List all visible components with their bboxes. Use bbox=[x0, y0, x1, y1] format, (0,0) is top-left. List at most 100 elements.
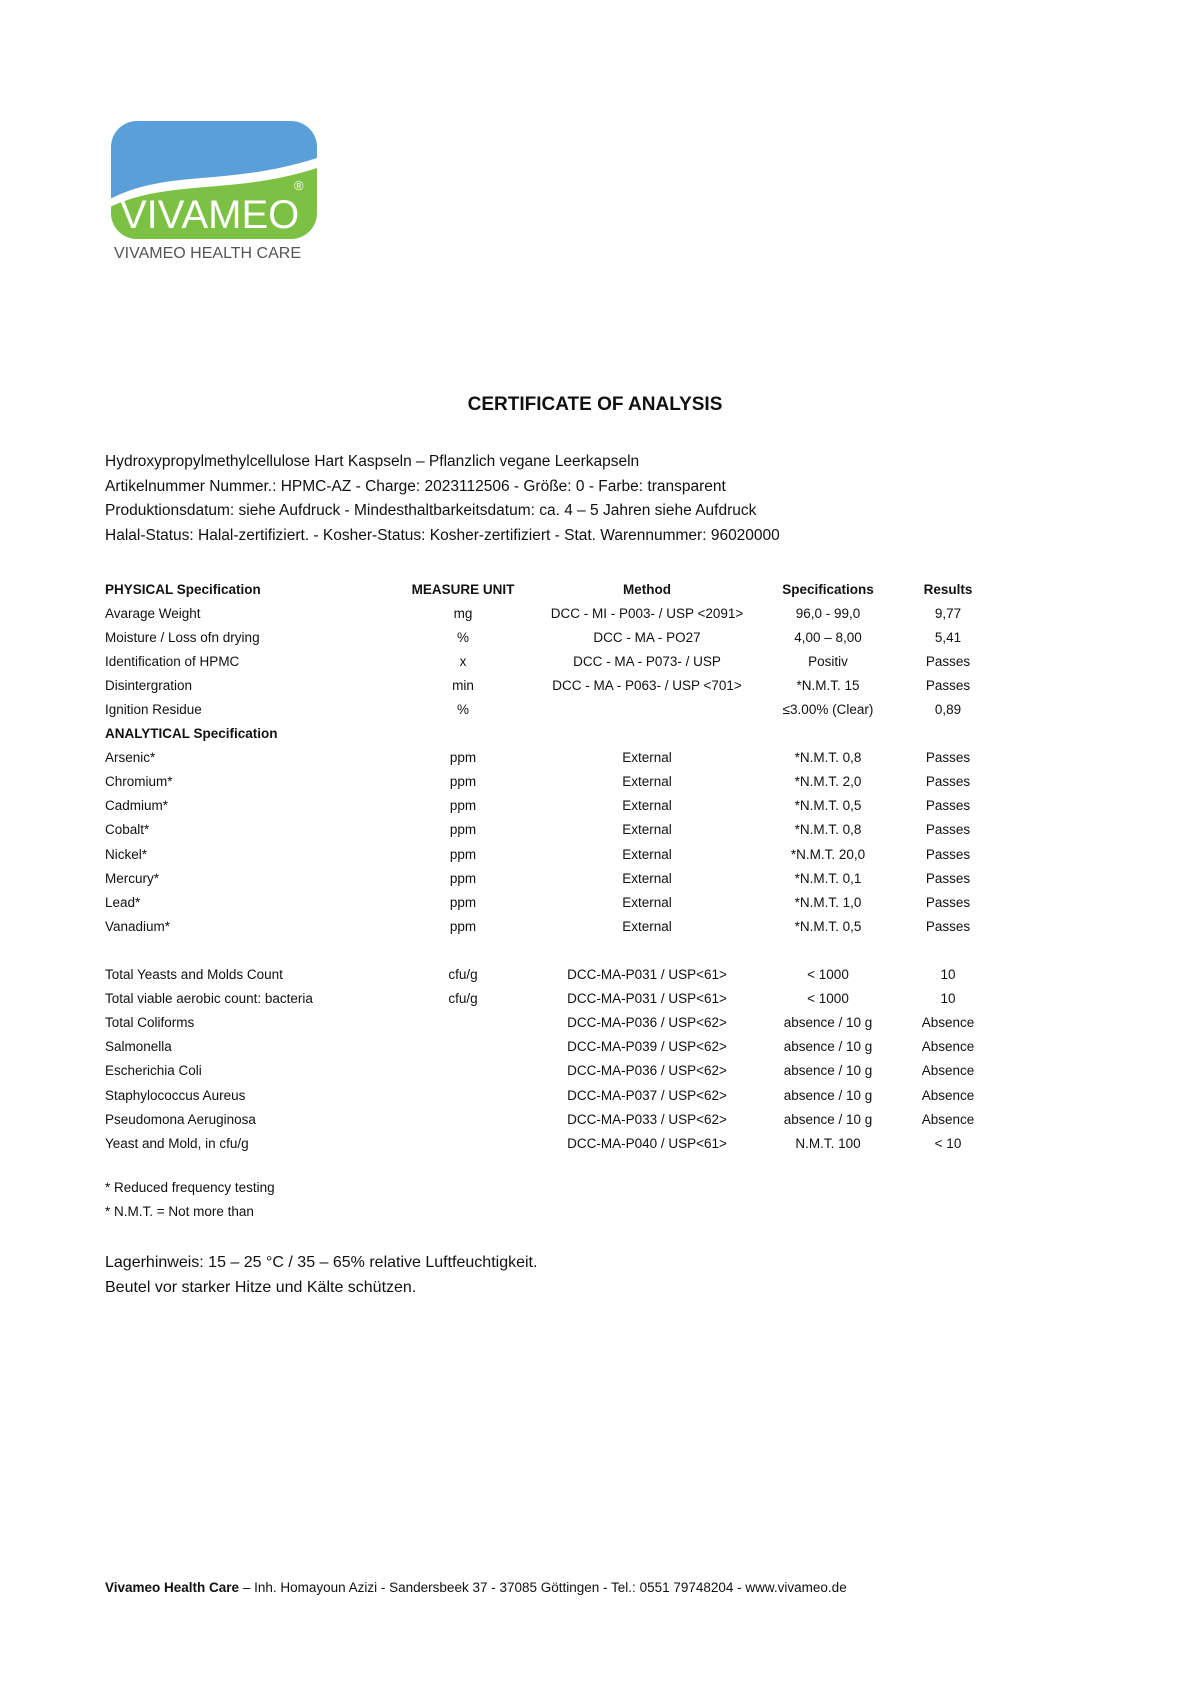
table-cell: Chromium* bbox=[105, 774, 173, 790]
svg-text:VIVAMEO: VIVAMEO bbox=[120, 193, 299, 237]
table-row: Lead* ppm External *N.M.T. 1,0 Passes bbox=[105, 890, 998, 914]
table-cell: Passes bbox=[925, 653, 971, 669]
table-cell: DCC - MI - P003- / USP <2091> bbox=[550, 605, 744, 621]
table-cell: 96,0 - 99,0 bbox=[795, 605, 861, 621]
table-cell: Salmonella bbox=[105, 1039, 172, 1055]
table-cell: Absence bbox=[921, 1063, 975, 1079]
table-cell: DCC - MA - P073- / USP bbox=[573, 653, 721, 669]
table-cell: ppm bbox=[449, 750, 477, 766]
table-cell bbox=[390, 1107, 536, 1131]
header-cell: MEASURE UNIT bbox=[411, 581, 515, 597]
table-cell: cfu/g bbox=[448, 991, 478, 1007]
footer-details: – Inh. Homayoun Azizi - Sandersbeek 37 -… bbox=[239, 1580, 847, 1595]
table-cell: Passes bbox=[925, 918, 971, 934]
table-cell: Passes bbox=[925, 798, 971, 814]
table-cell: ppm bbox=[449, 798, 477, 814]
table-cell: DCC - MA - P063- / USP <701> bbox=[552, 677, 742, 693]
table-cell bbox=[390, 1131, 536, 1155]
table-row: Avarage Weight mg DCC - MI - P003- / USP <… bbox=[105, 601, 998, 625]
table-cell: absence / 10 g bbox=[783, 1015, 873, 1031]
table-cell: External bbox=[622, 798, 672, 814]
table-cell: *N.M.T. 0,8 bbox=[794, 822, 862, 838]
table-cell: Escherichia Coli bbox=[105, 1063, 202, 1079]
table-cell bbox=[536, 938, 758, 962]
table-cell: Staphylococcus Aureus bbox=[105, 1087, 246, 1103]
table-cell: Identification of HPMC bbox=[105, 653, 240, 669]
table-cell: Pseudomona Aeruginosa bbox=[105, 1111, 256, 1127]
table-cell: Total Yeasts and Molds Count bbox=[105, 967, 283, 983]
header-cell: PHYSICAL Specification bbox=[105, 581, 261, 597]
table-cell bbox=[390, 938, 536, 962]
table-cell: min bbox=[452, 677, 474, 693]
table-cell: cfu/g bbox=[448, 967, 478, 983]
table-cell: Mercury* bbox=[105, 870, 160, 886]
table-cell: Total viable aerobic count: bacteria bbox=[105, 991, 313, 1007]
table-cell: *N.M.T. 0,8 bbox=[794, 750, 862, 766]
footer-company: Vivameo Health Care bbox=[105, 1580, 240, 1595]
table-cell: Passes bbox=[925, 822, 971, 838]
table-row: Yeast and Mold, in cfu/g DCC-MA-P040 / US… bbox=[105, 1131, 998, 1155]
table-cell bbox=[898, 722, 998, 746]
table-cell: ppm bbox=[449, 870, 477, 886]
table-cell: DCC-MA-P036 / USP<62> bbox=[567, 1063, 727, 1079]
table-cell: *N.M.T. 2,0 bbox=[794, 774, 862, 790]
table-cell bbox=[898, 938, 998, 962]
page-footer: Vivameo Health Care – Inh. Homayoun Aziz… bbox=[105, 1580, 847, 1595]
table-cell bbox=[390, 722, 536, 746]
table-cell bbox=[758, 938, 898, 962]
table-cell: DCC-MA-P040 / USP<61> bbox=[567, 1135, 727, 1151]
table-cell: Passes bbox=[925, 774, 971, 790]
table-cell: 5,41 bbox=[934, 629, 962, 645]
table-row: Moisture / Loss ofn drying% DCC - MA - PO… bbox=[105, 625, 998, 649]
table-cell: Absence bbox=[921, 1015, 975, 1031]
company-logo: VIVAMEO ® VIVAMEO HEALTH CARE bbox=[108, 118, 323, 268]
table-cell: External bbox=[622, 774, 672, 790]
table-cell: ppm bbox=[449, 918, 477, 934]
table-cell: DCC-MA-P037 / USP<62> bbox=[567, 1087, 727, 1103]
table-cell: External bbox=[622, 750, 672, 766]
table-cell bbox=[390, 1083, 536, 1107]
svg-text:VIVAMEO HEALTH CARE: VIVAMEO HEALTH CARE bbox=[114, 245, 301, 262]
table-cell: Absence bbox=[921, 1111, 975, 1127]
header-cell: Results bbox=[923, 581, 973, 597]
table-cell: Cadmium* bbox=[105, 798, 169, 814]
table-cell: N.M.T. 100 bbox=[795, 1135, 861, 1151]
table-row bbox=[105, 938, 998, 962]
table-cell: Positiv bbox=[808, 653, 848, 669]
table-cell bbox=[758, 722, 898, 746]
table-cell: External bbox=[622, 846, 672, 862]
table-cell: 10 bbox=[940, 967, 956, 983]
table-cell: DCC-MA-P039 / USP<62> bbox=[567, 1039, 727, 1055]
table-row: Mercury* ppm External *N.M.T. 0,1 Passes bbox=[105, 866, 998, 890]
table-row: Arsenic* ppm External *N.M.T. 0,8 Passes bbox=[105, 746, 998, 770]
table-cell: *N.M.T. 0,5 bbox=[794, 918, 862, 934]
table-cell: absence / 10 g bbox=[783, 1039, 873, 1055]
table-cell: < 1000 bbox=[807, 991, 849, 1007]
table-cell: Yeast and Mold, in cfu/g bbox=[105, 1135, 249, 1151]
table-row: Escherichia Coli DCC-MA-P036 / USP<62> abs… bbox=[105, 1059, 998, 1083]
table-cell bbox=[390, 1011, 536, 1035]
table-row: Total viable aerobic count: bacteria cfu/… bbox=[105, 987, 998, 1011]
footnote: * N.M.T. = Not more than bbox=[105, 1204, 254, 1219]
document-title: CERTIFICATE OF ANALYSIS bbox=[467, 394, 723, 415]
table-cell: ANALYTICAL Specification bbox=[105, 726, 278, 742]
table-cell: < 1000 bbox=[807, 967, 849, 983]
table-cell: Absence bbox=[921, 1039, 975, 1055]
table-cell: Passes bbox=[925, 894, 971, 910]
table-cell: < 10 bbox=[934, 1135, 962, 1151]
header-cell: Specifications bbox=[782, 581, 874, 597]
svg-text:®: ® bbox=[294, 178, 304, 193]
product-info: Hydroxypropylmethylcellulose Hart Kaspse… bbox=[105, 450, 780, 548]
table-header: PHYSICAL Specification MEASURE UNIT Meth… bbox=[105, 577, 998, 601]
info-line: Hydroxypropylmethylcellulose Hart Kaspse… bbox=[105, 453, 640, 470]
table-cell: Ignition Residue bbox=[105, 702, 202, 718]
table-cell bbox=[390, 1035, 536, 1059]
table-cell: *N.M.T. 20,0 bbox=[790, 846, 866, 862]
header-cell: Method bbox=[623, 581, 671, 597]
info-line: Produktionsdatum: siehe Aufdruck - Minde… bbox=[105, 502, 757, 520]
table-cell: Total Coliforms bbox=[105, 1015, 195, 1031]
table-cell: External bbox=[622, 918, 672, 934]
table-row: Salmonella DCC-MA-P039 / USP<62> absence /… bbox=[105, 1035, 998, 1059]
footnotes: * Reduced frequency testing * N.M.T. = N… bbox=[105, 1176, 275, 1224]
table-cell: absence / 10 g bbox=[783, 1087, 873, 1103]
